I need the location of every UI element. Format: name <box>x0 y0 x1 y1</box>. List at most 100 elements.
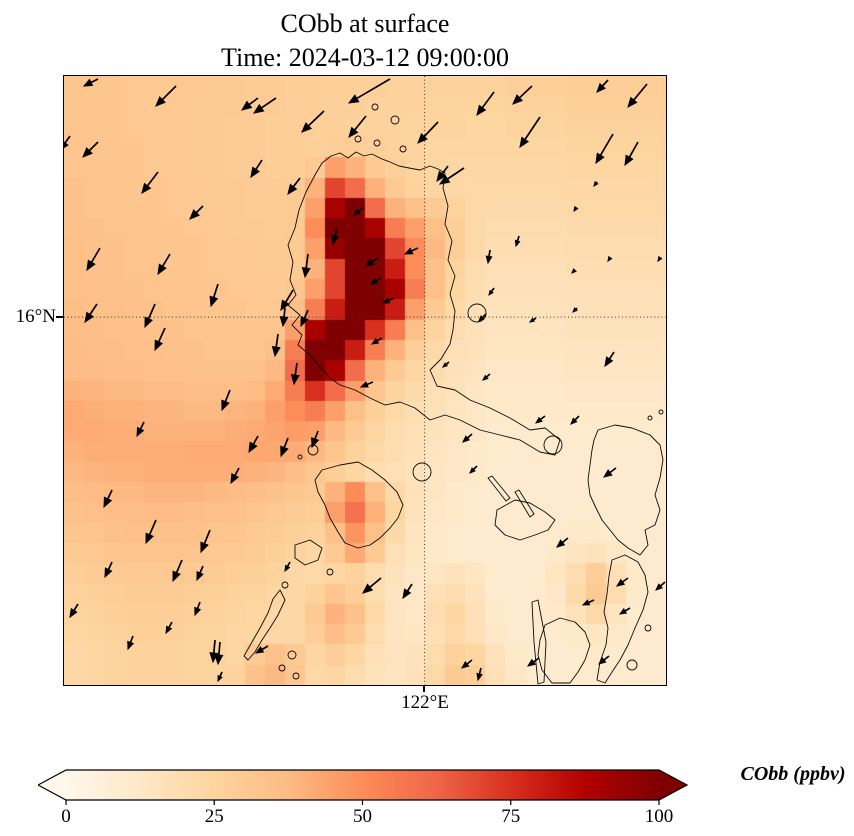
wind-arrow-shaft <box>90 247 101 263</box>
wind-arrow-head <box>209 295 219 308</box>
wind-arrow-shaft <box>334 227 338 237</box>
wind-arrow-head <box>595 152 605 165</box>
wind-arrow-head <box>311 437 320 449</box>
wind-arrow-head <box>512 94 524 105</box>
wind-arrow-head <box>248 441 258 454</box>
wind-arrow-shaft <box>366 381 374 386</box>
wind-arrow-head <box>607 255 613 263</box>
wind-arrow-shaft <box>88 141 99 152</box>
wind-arrow-shaft <box>466 433 473 439</box>
wind-arrow-shaft <box>466 659 473 665</box>
wind-arrow-shaft <box>490 287 495 292</box>
wind-arrow-head <box>155 96 166 107</box>
y-axis-tick-mark <box>56 316 63 318</box>
wind-arrow-shaft <box>445 361 450 366</box>
wind-arrow-shaft <box>73 603 79 611</box>
wind-arrow-shaft <box>161 85 177 101</box>
wind-arrow-head <box>196 570 204 582</box>
wind-arrow-shaft <box>624 607 631 612</box>
wind-arrow-head <box>172 570 181 583</box>
colorbar-label: CObb (ppbv) <box>740 763 846 785</box>
wind-arrow-head <box>469 467 476 474</box>
wind-arrow-head <box>145 532 154 545</box>
wind-arrow-shaft <box>283 437 289 448</box>
map-panel <box>63 75 667 686</box>
wind-arrow-shaft <box>633 83 648 101</box>
wind-arrow-head <box>189 209 200 220</box>
wind-arrow-shaft <box>292 177 301 188</box>
wind-arrow-head <box>136 426 145 438</box>
wind-arrow-head <box>655 583 664 591</box>
coastline-islet <box>390 115 400 125</box>
coastline-islet <box>647 415 653 421</box>
wind-arrows <box>64 78 666 683</box>
wind-arrow-head <box>347 94 360 104</box>
coastline-islet <box>543 435 563 455</box>
wind-arrow-head <box>352 208 361 216</box>
wind-arrow-shaft <box>314 430 319 440</box>
wind-arrow-head <box>221 399 230 412</box>
wind-arrow-head <box>300 315 309 328</box>
wind-arrow-shaft <box>248 97 259 106</box>
wind-arrow-head <box>534 416 543 424</box>
wind-arrow-head <box>526 658 537 667</box>
coastline-islet <box>371 103 379 111</box>
wind-arrow-head <box>82 78 94 87</box>
coastline-islet <box>644 624 652 632</box>
wind-arrow-head <box>287 183 298 196</box>
gridlines <box>64 76 666 685</box>
wind-arrow-head <box>82 147 93 158</box>
wind-arrow-shaft <box>107 561 113 570</box>
wind-arrow-head <box>370 337 380 345</box>
wind-arrow-shaft <box>518 85 533 99</box>
wind-arrow-head <box>627 96 638 108</box>
coastline-luzon <box>287 151 561 456</box>
wind-arrow-shaft <box>478 667 482 675</box>
wind-arrow-head <box>485 255 493 265</box>
wind-arrow-head <box>369 277 379 285</box>
wind-arrow-shaft <box>303 309 309 319</box>
wind-arrow-shaft <box>203 529 211 544</box>
wind-arrow-head <box>144 316 153 329</box>
wind-arrow-shaft <box>441 165 449 175</box>
wind-arrow-head <box>403 247 414 255</box>
wind-arrow-shaft <box>168 621 173 628</box>
wind-arrow-head <box>86 259 96 272</box>
wind-arrow-shaft <box>89 303 98 315</box>
wind-arrow-shaft <box>294 362 298 376</box>
chart-title: CObb at surface <box>280 9 450 38</box>
wind-arrow-shaft <box>146 171 159 187</box>
wind-arrow-shaft <box>375 277 382 282</box>
coastline-palawan_chain <box>243 589 286 661</box>
wind-arrow-head <box>230 473 240 485</box>
wind-arrow-head <box>364 258 375 267</box>
wind-arrow-shaft <box>659 581 666 587</box>
wind-arrow-shaft <box>603 655 610 661</box>
wind-arrow-shaft <box>447 167 465 180</box>
wind-arrow-shaft <box>354 115 367 131</box>
wind-arrow-head <box>280 445 289 458</box>
wind-arrow-head <box>460 661 470 669</box>
coastline-islet <box>278 664 286 672</box>
coastline-islet <box>326 568 334 576</box>
coastline-cebu <box>531 599 547 685</box>
chart-subtitle: Time: 2024-03-12 09:00:00 <box>221 43 509 72</box>
wind-arrow-head <box>250 166 260 179</box>
wind-arrow-shaft <box>485 373 491 378</box>
wind-arrow-shaft <box>252 435 259 445</box>
wind-arrow-head <box>69 607 78 619</box>
wind-arrow-head <box>514 239 521 248</box>
wind-arrow-shaft <box>260 97 277 109</box>
wind-arrow-shaft <box>539 415 546 421</box>
wind-arrow-shaft <box>411 247 419 252</box>
coastline-islet <box>399 145 407 153</box>
wind-arrow-head <box>442 362 449 368</box>
wind-arrow-shaft <box>283 307 286 318</box>
wind-arrow-shaft <box>219 671 223 677</box>
coastline-ticao <box>514 489 535 518</box>
coastline-islet <box>658 409 664 415</box>
coastline-islet <box>292 672 300 680</box>
wind-arrow-head <box>104 567 113 579</box>
wind-arrow-head <box>581 599 591 606</box>
